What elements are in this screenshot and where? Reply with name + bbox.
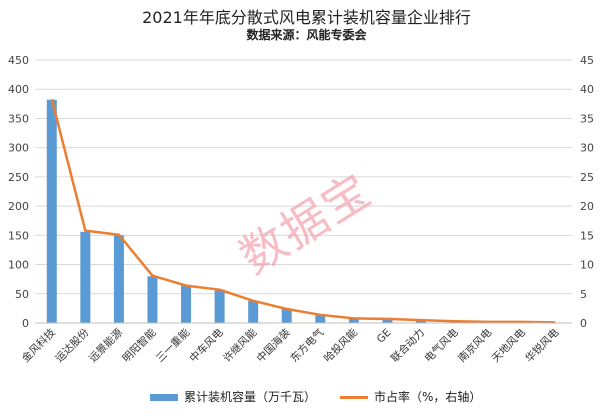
y-right-tick-label: 35 <box>580 112 594 125</box>
y-left-tick-label: 300 <box>8 142 29 155</box>
bar <box>248 300 259 323</box>
y-left-tick-label: 400 <box>8 83 29 96</box>
y-right-tick-label: 0 <box>580 317 587 330</box>
y-left-tick-label: 100 <box>8 259 29 272</box>
y-right-tick-label: 30 <box>580 142 594 155</box>
y-right-tick-label: 20 <box>580 200 594 213</box>
y-right-tick-label: 25 <box>580 171 594 184</box>
x-tick-label: GE <box>375 327 394 346</box>
y-left-tick-label: 50 <box>15 288 29 301</box>
x-tick-label: 东方电气 <box>288 326 327 365</box>
bar <box>315 314 326 323</box>
y-right-tick-label: 45 <box>580 54 594 67</box>
y-right-tick-label: 15 <box>580 229 594 242</box>
bar <box>382 318 393 323</box>
y-right-tick-label: 5 <box>580 288 587 301</box>
x-tick-label: 运达股份 <box>53 326 92 365</box>
y-left-tick-label: 150 <box>8 229 29 242</box>
y-right-tick-label: 40 <box>580 83 594 96</box>
y-right-tick-label: 10 <box>580 259 594 272</box>
bar <box>281 308 292 323</box>
legend: 累计装机容量（万千瓦） 市占率（%，右轴） <box>150 388 610 408</box>
bar <box>46 99 57 324</box>
legend-item-share: 市占率（%，右轴） <box>340 388 481 405</box>
bar <box>113 235 124 323</box>
x-tick-label: 中车风电 <box>187 326 226 365</box>
legend-swatch-bar <box>150 394 178 401</box>
bar <box>80 231 91 323</box>
bar <box>214 289 225 323</box>
x-tick-label: 联合动力 <box>388 326 427 365</box>
legend-label-capacity: 累计装机容量（万千瓦） <box>184 390 317 404</box>
bar <box>415 320 426 323</box>
chart-subtitle: 数据来源：风能专委会 <box>246 28 367 42</box>
y-left-tick-label: 200 <box>8 200 29 213</box>
x-tick-label: 明阳智能 <box>120 326 159 365</box>
y-left-tick-label: 250 <box>8 171 29 184</box>
y-left-tick-label: 350 <box>8 112 29 125</box>
x-tick-label: 天地风电 <box>489 326 528 365</box>
legend-item-capacity: 累计装机容量（万千瓦） <box>150 388 316 405</box>
x-tick-label: 三一重能 <box>153 326 192 365</box>
x-tick-label: 南京风电 <box>455 326 494 365</box>
bar <box>147 276 158 323</box>
line-series <box>50 98 556 324</box>
x-tick-label: 金风科技 <box>19 326 58 365</box>
bar <box>181 285 192 323</box>
bar <box>348 318 359 323</box>
x-tick-label: 哈投风能 <box>321 326 360 365</box>
x-tick-label: 许继风能 <box>220 326 259 365</box>
gridlines <box>35 59 572 295</box>
legend-swatch-line <box>340 396 368 399</box>
market-share-line <box>50 98 556 324</box>
y-left-tick-label: 450 <box>8 54 29 67</box>
legend-label-share: 市占率（%，右轴） <box>374 390 482 404</box>
x-tick-label: 华锐风电 <box>522 326 561 365</box>
y-left-tick-label: 0 <box>22 317 29 330</box>
x-tick-label: 电气风电 <box>422 326 461 365</box>
x-tick-label: 远景能源 <box>86 326 125 365</box>
x-tick-label: 中国海装 <box>254 326 293 365</box>
chart-title: 2021年年底分散式风电累计装机容量企业排行 <box>142 8 471 27</box>
